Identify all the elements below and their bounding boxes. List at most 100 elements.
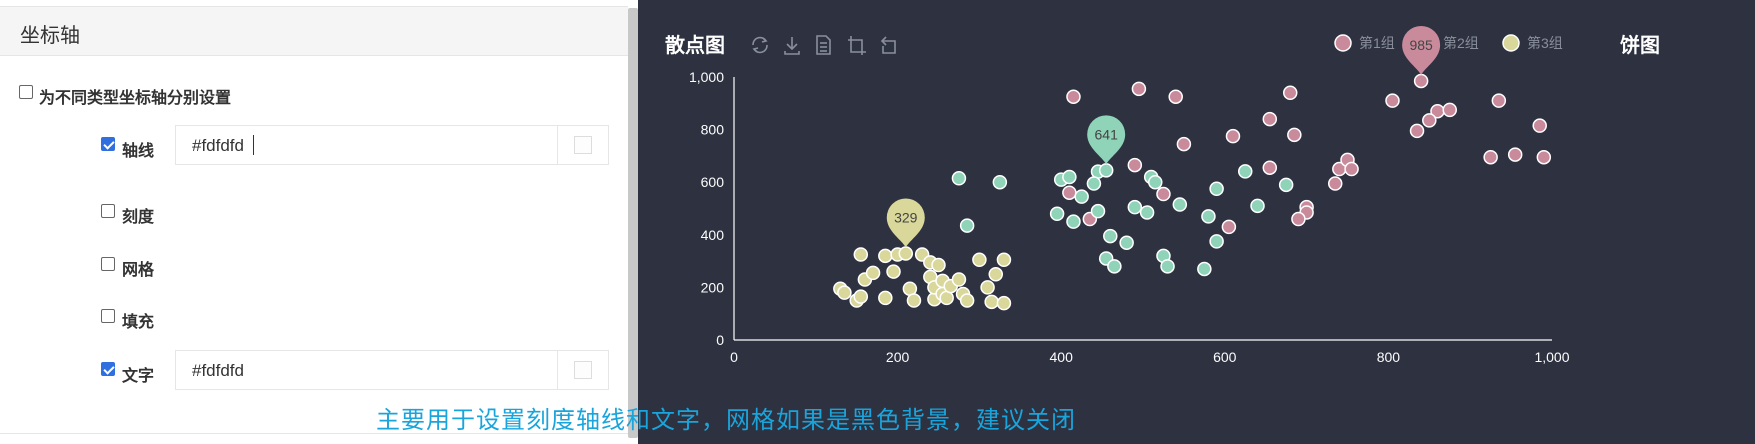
scatter-point xyxy=(988,267,1004,282)
axis-line-color-value[interactable]: #fdfdfd xyxy=(192,136,244,155)
x-tick-label: 1,000 xyxy=(1534,349,1569,365)
x-tick-label: 400 xyxy=(1050,349,1074,365)
scatter-point xyxy=(853,289,869,304)
scatter-point xyxy=(1086,176,1102,191)
scatter-point xyxy=(1127,157,1143,173)
scatter-point xyxy=(1098,163,1114,178)
chart-panel: 散点图 第1组 第2组 第3组 饼图 0 200 400 600 800 1,000 0 200… xyxy=(638,0,1755,444)
scatter-point xyxy=(1225,128,1241,144)
scatter-point xyxy=(898,246,914,261)
scrollbar[interactable] xyxy=(628,8,638,438)
scatter-point xyxy=(939,290,954,306)
scatter-point xyxy=(1221,219,1237,235)
scatter-point xyxy=(1062,169,1077,185)
section-title: 坐标轴 xyxy=(20,23,80,47)
legend-marker[interactable] xyxy=(1502,34,1520,52)
scatter-point xyxy=(959,218,975,233)
chart-legend: 第1组 第2组 第3组 xyxy=(1334,34,1563,52)
scatter-point xyxy=(1176,136,1192,152)
scatter-point xyxy=(1344,161,1359,177)
y-tick-label: 0 xyxy=(716,332,724,348)
scatter-point xyxy=(1262,160,1278,175)
y-tick-label: 200 xyxy=(701,279,725,295)
scatter-point xyxy=(1209,181,1224,197)
scatter-point xyxy=(1291,211,1306,227)
scatter-point xyxy=(1131,81,1147,97)
scatter-point xyxy=(1238,164,1253,179)
divider xyxy=(0,433,628,434)
crop-icon[interactable] xyxy=(848,36,866,55)
scatter-point xyxy=(1422,113,1437,128)
data-view-icon[interactable] xyxy=(816,35,831,55)
scatter-point xyxy=(1139,205,1155,220)
caption: 主要用于设置刻度轴线和文字，网格如果是黑色背景，建议关闭 xyxy=(376,406,1076,434)
axis-line-color-field[interactable]: #fdfdfd xyxy=(175,125,609,165)
restore-icon[interactable] xyxy=(880,36,896,54)
scatter-point xyxy=(951,272,967,287)
scatter-point xyxy=(1442,102,1457,118)
scatter-point xyxy=(1127,199,1143,215)
scatter-point xyxy=(1148,174,1163,190)
max-marker-label: 985 xyxy=(1409,37,1433,53)
text-checkbox[interactable] xyxy=(101,362,115,376)
grid-checkbox[interactable] xyxy=(101,257,115,271)
axis-line-checkbox[interactable] xyxy=(101,137,115,151)
scatter-point xyxy=(1103,228,1118,244)
scatter-point xyxy=(984,294,999,310)
scatter-point xyxy=(1090,203,1106,219)
x-tick-label: 200 xyxy=(886,349,910,365)
settings-panel: 坐标轴 为不同类型坐标轴分别设置 轴线 #fdfdfd 刻度 网格 填充 文字 … xyxy=(0,0,628,444)
y-tick-label: 600 xyxy=(701,174,725,190)
tick-checkbox[interactable] xyxy=(101,204,115,218)
scatter-point xyxy=(1278,177,1294,193)
scatter-point xyxy=(959,293,975,308)
scatter-point xyxy=(1160,259,1175,274)
max-marker-pin xyxy=(1087,115,1126,165)
scatter-point xyxy=(906,293,922,308)
scatter-point xyxy=(1197,261,1212,277)
text-cursor xyxy=(253,135,254,155)
scatter-point xyxy=(1327,176,1343,191)
legend-label[interactable]: 第1组 xyxy=(1359,35,1395,51)
legend-marker[interactable] xyxy=(1334,34,1352,52)
color-swatch-icon[interactable] xyxy=(574,136,592,154)
scatter-point xyxy=(1536,149,1552,165)
legend-label[interactable]: 第3组 xyxy=(1527,35,1563,51)
scatter-point xyxy=(902,281,918,296)
axis-line-label: 轴线 xyxy=(122,141,155,160)
scatter-point xyxy=(951,171,967,186)
scatter-point xyxy=(972,252,987,268)
scatter-point xyxy=(1532,118,1547,133)
tick-label: 刻度 xyxy=(122,207,155,226)
separate-by-type-checkbox[interactable] xyxy=(19,85,33,99)
scatter-point xyxy=(1209,234,1224,249)
scatter-point xyxy=(853,247,869,262)
axis-line-color-picker[interactable] xyxy=(557,126,608,164)
scatter-point xyxy=(878,248,893,264)
x-tick-label: 600 xyxy=(1213,349,1237,365)
scatter-point xyxy=(1483,149,1498,165)
scatter-point xyxy=(992,174,1008,190)
scatter-point xyxy=(865,265,881,281)
scatter-point xyxy=(1287,127,1302,143)
legend-label[interactable]: 第2组 xyxy=(1443,35,1479,51)
scatter-point xyxy=(996,252,1012,268)
scatter-point xyxy=(931,257,946,273)
fill-checkbox[interactable] xyxy=(101,309,115,323)
download-icon[interactable] xyxy=(784,37,800,55)
text-color-picker[interactable] xyxy=(557,351,608,389)
scatter-point xyxy=(886,264,901,279)
scatter-point xyxy=(1262,111,1278,127)
scatter-point xyxy=(1066,89,1081,104)
y-tick-label: 400 xyxy=(701,227,725,243)
scatter-point xyxy=(996,295,1012,311)
text-color-field[interactable]: #fdfdfd xyxy=(175,350,609,390)
max-markers: 985 641 329 xyxy=(886,25,1441,248)
scatter-point xyxy=(980,280,995,295)
scatter-point xyxy=(1409,123,1425,139)
text-color-value[interactable]: #fdfdfd xyxy=(192,361,244,380)
x-tick-label: 800 xyxy=(1377,349,1401,365)
scatter-point xyxy=(1049,206,1065,222)
refresh-icon[interactable] xyxy=(752,36,768,54)
color-swatch-icon[interactable] xyxy=(574,361,592,379)
